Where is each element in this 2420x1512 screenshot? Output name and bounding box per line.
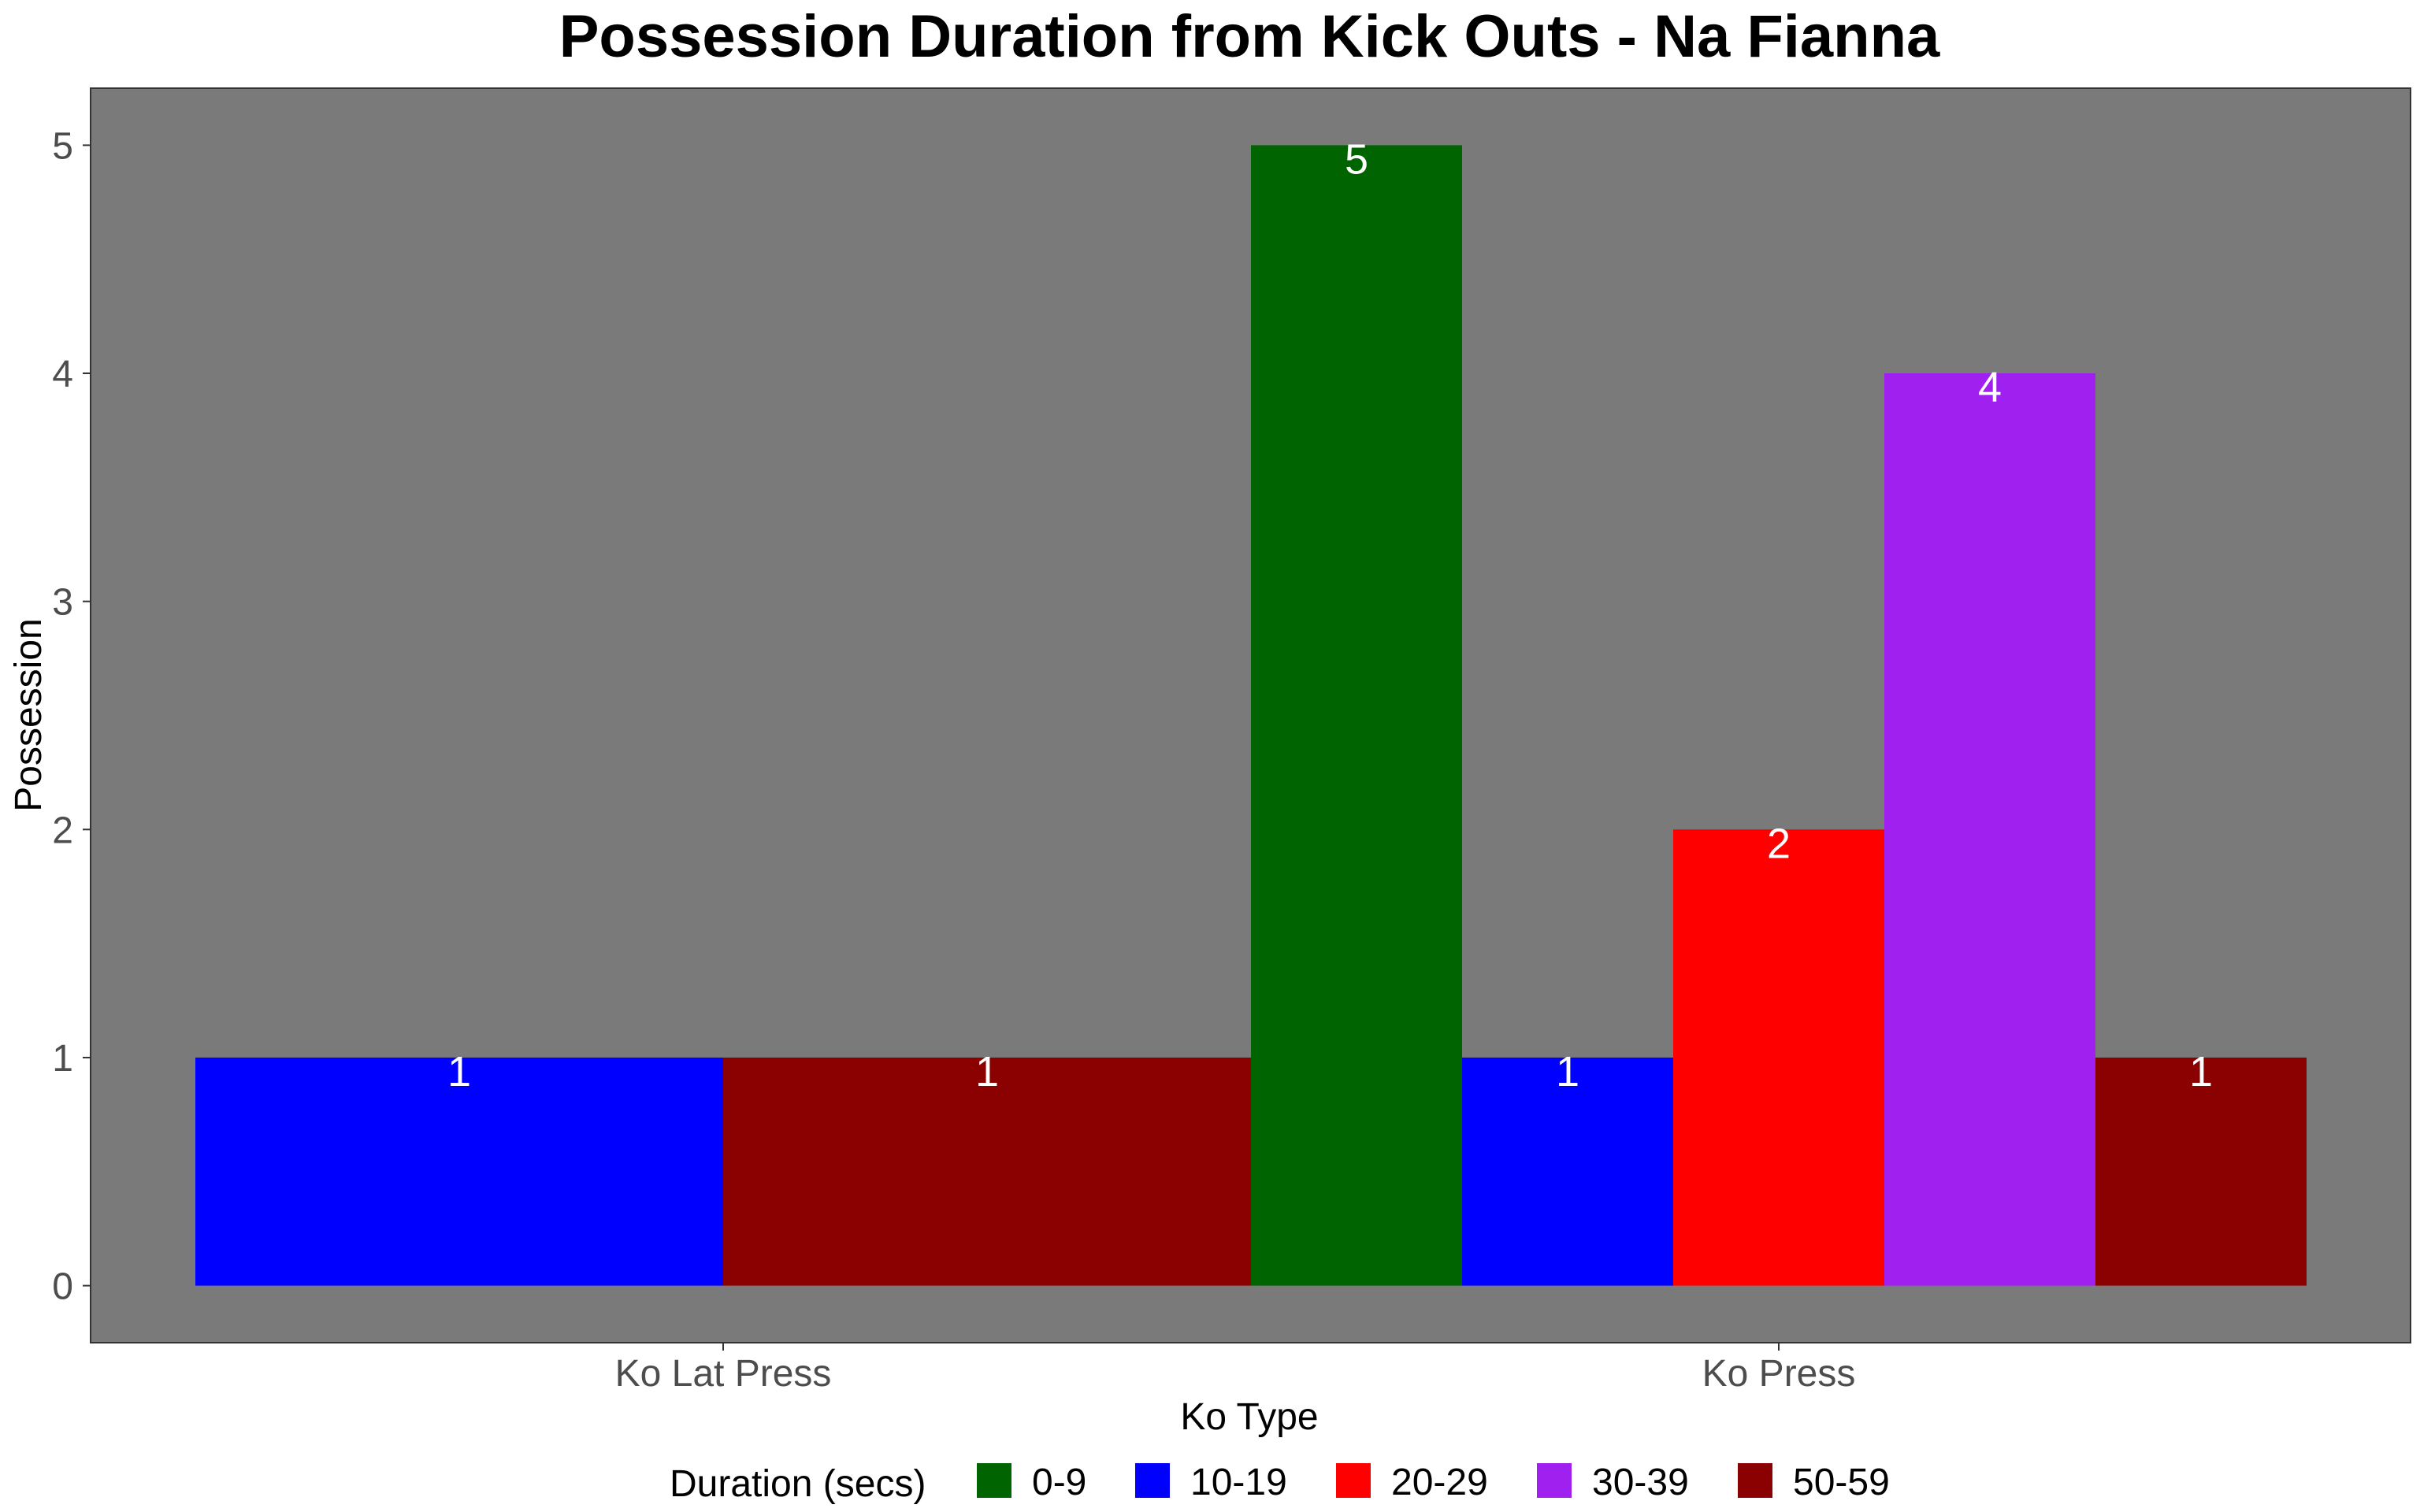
y-tick-label-0: 0: [52, 1266, 73, 1308]
y-tick-label-2: 2: [52, 810, 73, 851]
bar-label-ko-press-20-29: 2: [1767, 820, 1791, 867]
bar-labels-group: 1 1 5 1 2 4 1: [447, 135, 2213, 1095]
bar-label-ko-press-30-39: 4: [1978, 364, 2002, 411]
bar-label-ko-press-50-59: 1: [2189, 1048, 2213, 1095]
legend-swatch-50-59: [1738, 1463, 1772, 1498]
bar-label-ko-press-0-9: 5: [1345, 135, 1368, 183]
bar-ko-press-30-39: [1884, 373, 2095, 1286]
x-axis-title: Ko Type: [1180, 1396, 1318, 1438]
bar-ko-lat-press-50-59: [723, 1057, 1251, 1286]
legend-swatch-20-29: [1336, 1463, 1371, 1498]
y-tick-label-3: 3: [52, 582, 73, 624]
bar-ko-press-0-9: [1251, 145, 1462, 1286]
y-tick-label-5: 5: [52, 125, 73, 167]
legend-label-50-59: 50-59: [1793, 1462, 1890, 1503]
x-tick-label-ko-lat-press: Ko Lat Press: [615, 1353, 832, 1395]
legend: Duration (secs) 0-9 10-19 20-29 30-39 50-59: [670, 1462, 1890, 1505]
y-tick-label-4: 4: [52, 354, 73, 395]
legend-label-10-19: 10-19: [1190, 1462, 1287, 1503]
bars-group: [195, 145, 2307, 1286]
x-tick-label-ko-press: Ko Press: [1702, 1353, 1856, 1395]
bar-label-ko-lat-press-10-19: 1: [447, 1048, 471, 1095]
bar-ko-press-20-29: [1673, 829, 1884, 1286]
x-axis: Ko Lat Press Ko Press: [615, 1343, 1856, 1395]
bar-ko-press-50-59: [2095, 1057, 2307, 1286]
legend-label-30-39: 30-39: [1592, 1462, 1689, 1503]
y-axis: 0 1 2 3 4 5: [52, 125, 91, 1308]
legend-swatch-10-19: [1135, 1463, 1170, 1498]
bar-label-ko-lat-press-50-59: 1: [975, 1048, 999, 1095]
legend-swatch-0-9: [977, 1463, 1011, 1498]
legend-label-20-29: 20-29: [1391, 1462, 1488, 1503]
bar-ko-press-10-19: [1462, 1057, 1673, 1286]
y-tick-label-1: 1: [52, 1038, 73, 1080]
legend-title: Duration (secs): [670, 1463, 926, 1505]
y-axis-title: Possession: [8, 618, 50, 811]
legend-swatch-30-39: [1537, 1463, 1572, 1498]
bar-label-ko-press-10-19: 1: [1556, 1048, 1579, 1095]
bar-ko-lat-press-10-19: [195, 1057, 723, 1286]
legend-label-0-9: 0-9: [1032, 1462, 1086, 1503]
chart-title: Possession Duration from Kick Outs - Na …: [559, 3, 1940, 70]
